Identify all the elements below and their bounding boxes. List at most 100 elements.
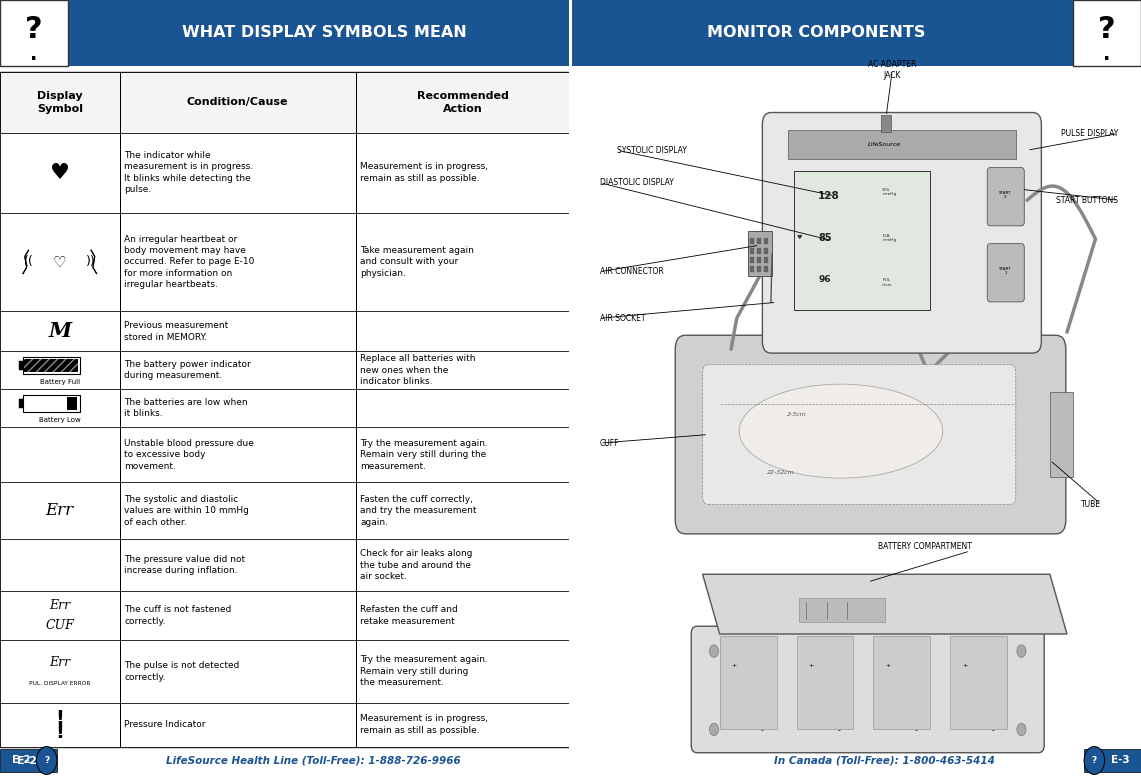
Text: Display
Symbol: Display Symbol <box>37 92 83 113</box>
Circle shape <box>710 723 719 736</box>
Bar <box>756 266 761 272</box>
Text: AC ADAPTER
JACK: AC ADAPTER JACK <box>868 60 916 79</box>
Text: In Canada (Toll-Free): 1-800-463-5414: In Canada (Toll-Free): 1-800-463-5414 <box>775 756 995 765</box>
Circle shape <box>37 747 57 774</box>
Text: An irregular heartbeat or
body movement may have
occurred. Refer to page E-10
fo: An irregular heartbeat or body movement … <box>124 234 254 289</box>
Text: E-2: E-2 <box>17 757 37 766</box>
Text: Pressure Indicator: Pressure Indicator <box>124 720 205 729</box>
Bar <box>356 72 569 133</box>
Text: Replace all batteries with
new ones when the
indicator blinks.: Replace all batteries with new ones when… <box>361 355 476 386</box>
Text: START BUTTONS: START BUTTONS <box>1057 196 1118 205</box>
Bar <box>0 483 120 539</box>
Text: AIR SOCKET: AIR SOCKET <box>600 314 646 323</box>
Text: Previous measurement
stored in MEMORY.: Previous measurement stored in MEMORY. <box>124 321 228 341</box>
Text: +: + <box>731 663 737 667</box>
Bar <box>23 357 80 374</box>
Text: The systolic and diastolic
values are within 10 mmHg
of each other.: The systolic and diastolic values are wi… <box>124 495 249 527</box>
Text: Condition/Cause: Condition/Cause <box>187 98 289 107</box>
Bar <box>796 636 853 729</box>
Text: Recommended
Action: Recommended Action <box>416 92 509 113</box>
Bar <box>756 238 761 244</box>
Text: The pressure value did not
increase during inflation.: The pressure value did not increase duri… <box>124 555 245 575</box>
Text: LifeSource Health Line (Toll-Free): 1-888-726-9966: LifeSource Health Line (Toll-Free): 1-88… <box>165 756 461 765</box>
Text: DIASTOLIC DISPLAY: DIASTOLIC DISPLAY <box>600 178 674 187</box>
Bar <box>120 133 356 213</box>
Bar <box>572 0 1141 66</box>
Text: E-3: E-3 <box>1110 756 1130 765</box>
Text: Battery Low: Battery Low <box>39 417 81 424</box>
Text: -: - <box>915 728 917 734</box>
Text: .: . <box>1103 44 1110 64</box>
Bar <box>873 636 930 729</box>
Text: LifeSource: LifeSource <box>868 142 901 147</box>
Bar <box>0 428 120 483</box>
Bar <box>120 352 356 390</box>
Text: Check for air leaks along
the tube and around the
air socket.: Check for air leaks along the tube and a… <box>361 549 472 581</box>
Text: Measurement is in progress,
remain as still as possible.: Measurement is in progress, remain as st… <box>361 715 488 735</box>
Text: Err: Err <box>49 656 71 669</box>
FancyBboxPatch shape <box>703 365 1015 504</box>
Bar <box>120 311 356 352</box>
FancyBboxPatch shape <box>675 335 1066 534</box>
Text: TUBE: TUBE <box>1082 500 1101 509</box>
Bar <box>0 390 120 428</box>
Bar <box>356 539 569 591</box>
Bar <box>356 311 569 352</box>
Bar <box>356 483 569 539</box>
Bar <box>120 390 356 428</box>
Text: E-2: E-2 <box>13 756 31 765</box>
Text: 22-32cm: 22-32cm <box>767 469 794 475</box>
Text: ♥: ♥ <box>796 235 802 241</box>
Bar <box>763 257 768 263</box>
Text: CUFF: CUFF <box>600 438 620 448</box>
Bar <box>356 213 569 311</box>
Polygon shape <box>703 574 1067 634</box>
FancyBboxPatch shape <box>762 113 1042 353</box>
Text: -: - <box>992 728 995 734</box>
Bar <box>120 72 356 133</box>
Text: !: ! <box>56 723 64 742</box>
Text: START
1: START 1 <box>1000 267 1012 275</box>
Bar <box>0 311 120 352</box>
FancyBboxPatch shape <box>691 626 1044 753</box>
Bar <box>756 257 761 263</box>
Text: Battery Full: Battery Full <box>40 379 80 386</box>
Bar <box>0 703 120 747</box>
Bar <box>750 238 754 244</box>
Bar <box>356 640 569 703</box>
Bar <box>748 231 772 276</box>
Bar <box>788 130 1015 159</box>
Text: PULSE DISPLAY: PULSE DISPLAY <box>1061 129 1118 138</box>
Text: -: - <box>837 728 841 734</box>
Bar <box>67 397 78 410</box>
Circle shape <box>1084 747 1104 774</box>
Bar <box>19 362 23 370</box>
Text: ♥: ♥ <box>50 163 70 182</box>
Bar <box>800 598 884 622</box>
Bar <box>120 428 356 483</box>
Text: 2-3cm: 2-3cm <box>786 411 807 417</box>
Text: BATTERY COMPARTMENT: BATTERY COMPARTMENT <box>877 542 972 551</box>
FancyBboxPatch shape <box>987 168 1025 226</box>
FancyBboxPatch shape <box>987 244 1025 302</box>
Bar <box>0 72 120 133</box>
Text: AIR CONNECTOR: AIR CONNECTOR <box>600 267 664 276</box>
Bar <box>0 640 120 703</box>
Bar <box>19 400 23 408</box>
Text: )): )) <box>87 255 96 268</box>
Bar <box>0 133 120 213</box>
Bar <box>720 636 777 729</box>
Circle shape <box>710 645 719 657</box>
Bar <box>763 248 768 254</box>
Bar <box>763 266 768 272</box>
Text: Err: Err <box>49 599 71 611</box>
Bar <box>750 266 754 272</box>
Text: MONITOR COMPONENTS: MONITOR COMPONENTS <box>707 26 925 40</box>
Bar <box>0 0 68 66</box>
Bar <box>120 213 356 311</box>
Text: +: + <box>885 663 890 667</box>
Bar <box>120 703 356 747</box>
Text: Try the measurement again.
Remain very still during
the measurement.: Try the measurement again. Remain very s… <box>361 656 488 688</box>
Bar <box>356 428 569 483</box>
Text: ?: ? <box>44 756 49 765</box>
